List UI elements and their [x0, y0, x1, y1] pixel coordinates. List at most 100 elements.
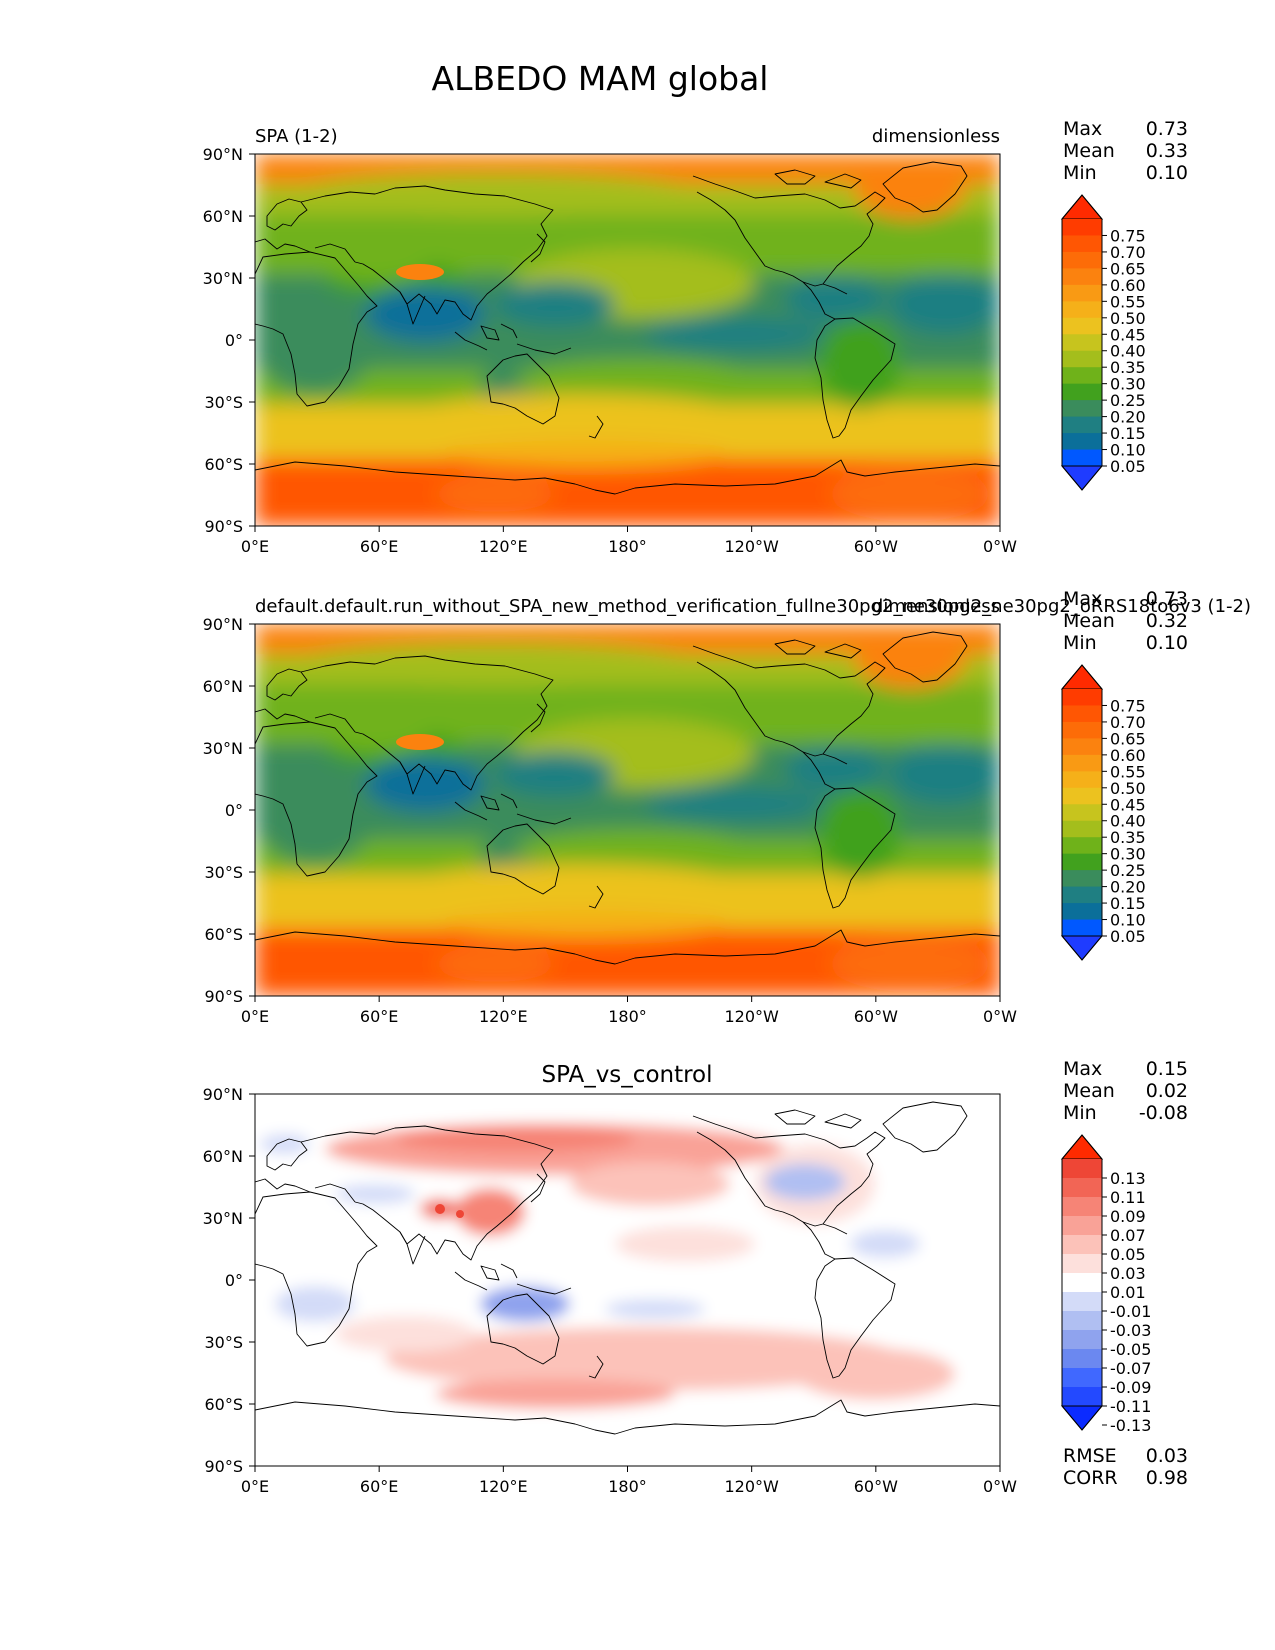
panel-2-mean-label: Mean	[1063, 610, 1115, 632]
panel-2-colorbar: 0.750.700.650.600.550.500.450.400.350.30…	[1060, 664, 1146, 961]
colorbar-tick-label: 0.30	[1110, 375, 1146, 394]
lat-tick-label: 60°N	[203, 207, 243, 226]
panel-3: 90°N 60°N 30°N 0° 30°S 60°S 90°S 0°E 60°E 120°E 1…	[203, 1062, 1018, 1496]
colorbar-segment	[1062, 383, 1102, 401]
panel-2-min-label: Min	[1063, 632, 1097, 654]
colorbar-segment	[1062, 754, 1102, 772]
colorbar-segment	[1062, 301, 1102, 319]
colorbar-tick-label: 0.70	[1110, 713, 1146, 732]
lon-tick-label: 120°E	[479, 1007, 528, 1026]
panel-2-max-value: 0.73	[1146, 588, 1188, 610]
colorbar-tick-label: 0.01	[1110, 1283, 1146, 1302]
panel-3-colorbar: 0.130.110.090.070.050.030.01-0.01-0.03-0…	[1060, 1134, 1151, 1435]
panel-3-corr-value: 0.98	[1146, 1467, 1188, 1489]
colorbar-tick-label: 0.75	[1110, 226, 1146, 245]
colorbar-tick-label: 0.55	[1110, 762, 1146, 781]
colorbar-segment	[1062, 433, 1102, 451]
colorbar-tick-label: 0.10	[1110, 911, 1146, 930]
lat-tick-label: 0°	[225, 331, 243, 350]
colorbar-tick-label: 0.55	[1110, 292, 1146, 311]
panel-1-max-value: 0.73	[1146, 118, 1188, 140]
colorbar-segment	[1062, 350, 1102, 368]
lon-tick-label: 0°E	[241, 537, 269, 556]
colorbar-segment	[1062, 705, 1102, 723]
lat-tick-label: 30°S	[204, 1333, 243, 1352]
colorbar-extend-max	[1060, 194, 1104, 220]
colorbar-tick-label: 0.65	[1110, 729, 1146, 748]
colorbar-segment	[1062, 1178, 1102, 1198]
tibet-high-albedo	[396, 264, 444, 280]
lon-tick-label: 60°W	[854, 1477, 898, 1496]
colorbar-tick-label: 0.35	[1110, 358, 1146, 377]
diff-hotspot	[456, 1210, 464, 1218]
colorbar-segment	[1062, 1273, 1102, 1293]
lat-axis: 90°N 60°N 30°N 0° 30°S 60°S 90°S	[203, 145, 255, 536]
panel-3-min-value: -0.08	[1139, 1102, 1188, 1124]
colorbar-tick-label: 0.60	[1110, 276, 1146, 295]
lon-tick-label: 0°W	[983, 1477, 1017, 1496]
lat-tick-label: 90°N	[203, 145, 243, 164]
panel-2-units: dimensionless	[872, 596, 1000, 617]
panel-2-stats: Max 0.73 Mean 0.32 Min 0.10	[1063, 588, 1188, 654]
colorbar-segment	[1062, 820, 1102, 838]
colorbar-segment	[1062, 870, 1102, 888]
colorbar-segment	[1062, 771, 1102, 789]
colorbar-tick-label: 0.70	[1110, 243, 1146, 262]
colorbar-segment	[1062, 1387, 1102, 1407]
colorbar-segment	[1062, 1197, 1102, 1217]
colorbar-tick-label: 0.15	[1110, 894, 1146, 913]
colorbar-segment	[1062, 1330, 1102, 1350]
lat-tick-label: 90°N	[203, 1085, 243, 1104]
colorbar-tick-label: 0.11	[1110, 1188, 1146, 1207]
lat-tick-label: 30°S	[204, 393, 243, 412]
lon-tick-label: 180°	[608, 537, 647, 556]
lon-tick-label: 60°E	[360, 1007, 398, 1026]
colorbar-tick-label: 0.13	[1110, 1169, 1146, 1188]
colorbar-tick-label: 0.25	[1110, 391, 1146, 410]
colorbar-tick-label: 0.65	[1110, 259, 1146, 278]
colorbar-segment	[1062, 235, 1102, 253]
colorbar-tick-label: 0.45	[1110, 325, 1146, 344]
lat-axis: 90°N 60°N 30°N 0° 30°S 60°S 90°S	[203, 615, 255, 1006]
colorbar-tick-label: 0.20	[1110, 878, 1146, 897]
lat-tick-label: 90°N	[203, 615, 243, 634]
colorbar-segment	[1062, 804, 1102, 822]
lat-tick-label: 30°N	[203, 1209, 243, 1228]
lat-tick-label: 60°N	[203, 677, 243, 696]
lon-tick-label: 180°	[608, 1477, 647, 1496]
colorbar-segment	[1062, 1349, 1102, 1369]
colorbar-segment	[1062, 334, 1102, 352]
colorbar-segment	[1062, 1235, 1102, 1255]
lat-tick-label: 0°	[225, 801, 243, 820]
colorbar-tick-label: -0.11	[1110, 1397, 1151, 1416]
colorbar-segment	[1062, 919, 1102, 937]
colorbar-extend-min	[1060, 465, 1104, 491]
colorbar-tick-label: -0.09	[1110, 1378, 1151, 1397]
colorbar-segment	[1062, 268, 1102, 286]
figure-title: ALBEDO MAM global	[432, 59, 769, 98]
colorbar-segment	[1062, 1216, 1102, 1236]
panel-3-stats: Max 0.15 Mean 0.02 Min -0.08 RMSE 0.03 C…	[1063, 1058, 1188, 1489]
colorbar-tick-label: 0.30	[1110, 845, 1146, 864]
colorbar-tick-label: 0.15	[1110, 424, 1146, 443]
colorbar-segment	[1062, 837, 1102, 855]
lon-tick-label: 0°W	[983, 1007, 1017, 1026]
lat-tick-label: 60°S	[204, 925, 243, 944]
colorbar-segment	[1062, 1254, 1102, 1274]
panel-3-rmse-value: 0.03	[1146, 1445, 1188, 1467]
lat-tick-label: 90°S	[204, 517, 243, 536]
colorbar-segment	[1062, 721, 1102, 739]
tibet-high-albedo	[396, 734, 444, 750]
lon-tick-label: 0°E	[241, 1007, 269, 1026]
lon-tick-label: 0°W	[983, 537, 1017, 556]
colorbar-tick-label: 0.03	[1110, 1264, 1146, 1283]
panel-2-mean-value: 0.32	[1146, 610, 1188, 632]
colorbar-tick-label: 0.10	[1110, 441, 1146, 460]
colorbar-extend-max	[1060, 1134, 1104, 1160]
lat-tick-label: 30°N	[203, 739, 243, 758]
panel-1-mean-value: 0.33	[1146, 140, 1188, 162]
colorbar-tick-label: -0.07	[1110, 1359, 1151, 1378]
colorbar-segment	[1062, 1368, 1102, 1388]
panel-1-stats: Max 0.73 Mean 0.33 Min 0.10	[1063, 118, 1188, 184]
panel-2-left-title: default.default.run_without_SPA_new_meth…	[255, 596, 1251, 617]
